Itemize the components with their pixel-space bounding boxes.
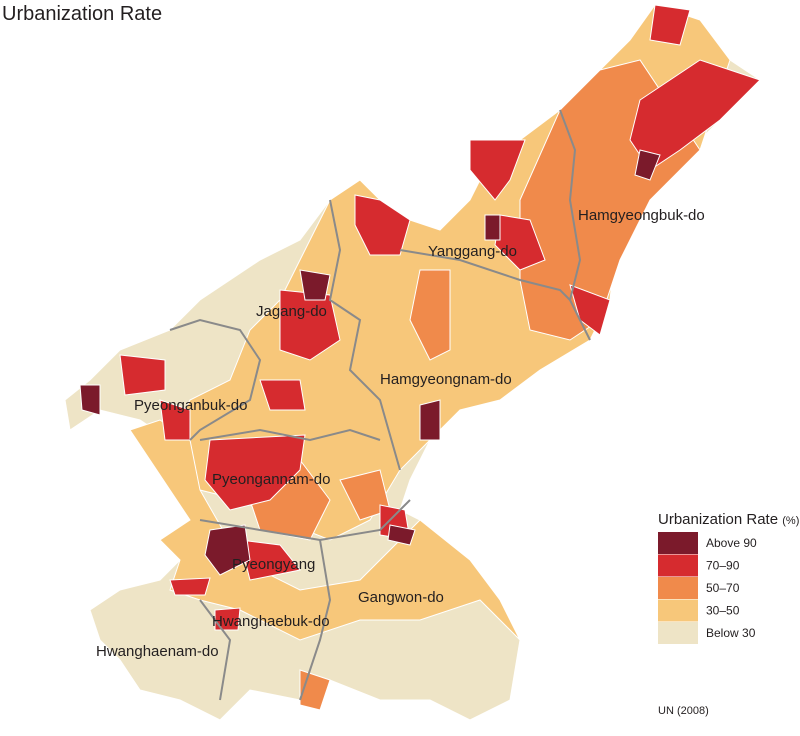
source-note: UN (2008) — [658, 705, 709, 717]
region-patch — [629, 59, 761, 171]
legend-title: Urbanization Rate (%) — [658, 511, 799, 528]
legend-swatch — [658, 622, 698, 644]
region-patch — [259, 379, 306, 411]
map-title: Urbanization Rate — [2, 3, 162, 25]
legend-label: Below 30 — [706, 626, 756, 640]
region-patch — [204, 434, 306, 511]
province-border — [299, 539, 332, 701]
map-regions — [64, 4, 761, 721]
legend-title-text: Urbanization Rate — [658, 511, 778, 528]
legend-label: 50–70 — [706, 581, 740, 595]
region-patch — [409, 269, 451, 361]
region-patch — [649, 4, 691, 46]
region-patch — [214, 607, 241, 631]
region-patch — [484, 214, 501, 241]
region-patch — [387, 524, 416, 546]
region-patch — [634, 149, 661, 181]
region-patch — [299, 269, 331, 301]
region-patch — [569, 284, 611, 336]
province-border — [399, 249, 571, 301]
region-patch — [129, 419, 521, 641]
legend-label: 70–90 — [706, 559, 740, 573]
region-label: Pyeonganbuk-do — [134, 397, 247, 414]
legend-label: 30–50 — [706, 604, 740, 618]
region-patch — [119, 354, 166, 396]
region-patch — [169, 577, 211, 596]
province-border — [199, 428, 381, 442]
region-label: Yanggang-do — [428, 243, 517, 260]
legend: Urbanization Rate (%) Above 90 70–90 50–70… — [658, 511, 799, 644]
region-label: Pyeongyang — [232, 556, 315, 573]
region-patch — [79, 384, 101, 416]
legend-swatch — [658, 577, 698, 599]
province-border — [328, 199, 401, 471]
region-label: Gangwon-do — [358, 589, 444, 606]
region-label: Hamgyeongbuk-do — [578, 207, 705, 224]
legend-swatch — [658, 532, 698, 554]
region-patch — [469, 139, 526, 201]
province-border — [169, 318, 262, 441]
region-label: Hamgyeongnam-do — [380, 371, 512, 388]
region-label: Jagang-do — [256, 303, 327, 320]
legend-swatch — [658, 554, 698, 577]
province-border — [559, 109, 591, 341]
region-label: Pyeongannam-do — [212, 471, 330, 488]
legend-label: Above 90 — [706, 536, 757, 550]
legend-swatch — [658, 599, 698, 622]
region-label: Hwanghaebuk-do — [212, 613, 330, 630]
region-patch — [354, 194, 411, 256]
region-label: Hwanghaenam-do — [96, 643, 219, 660]
legend-unit: (%) — [782, 515, 799, 527]
region-patch — [419, 399, 441, 441]
province-borders — [169, 109, 591, 701]
region-labels: Hamgyeongbuk-do Yanggang-do Jagang-do Ha… — [96, 207, 705, 660]
region-patch — [239, 539, 301, 581]
province-border — [199, 599, 232, 701]
